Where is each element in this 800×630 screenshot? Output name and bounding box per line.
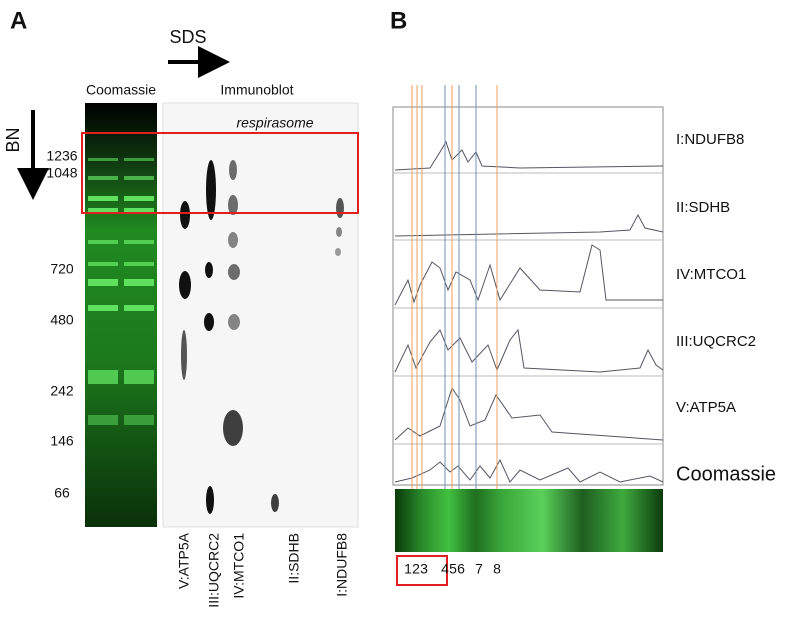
lane-label: I:NDUFB8 — [334, 533, 350, 597]
lane-label: III:UQCRC2 — [206, 533, 222, 608]
marker-label: 66 — [54, 485, 70, 501]
lane-label: V:ATP5A — [176, 532, 192, 589]
blot-spots — [179, 160, 344, 514]
band-number: 3 — [420, 561, 428, 577]
trace-label: Coomassie — [676, 463, 776, 485]
marker-label: 1048 — [46, 165, 77, 181]
traces — [394, 140, 664, 483]
panel-label: B — [390, 7, 407, 34]
marker-label: 480 — [50, 312, 74, 328]
marker-label: 242 — [50, 383, 74, 399]
gel-bands — [88, 158, 154, 425]
bn-label: BN — [3, 127, 23, 152]
trace-label: I:NDUFB8 — [676, 131, 744, 148]
gel-strip — [395, 489, 663, 552]
band-number: 5 — [449, 561, 457, 577]
trace-dividers — [393, 172, 663, 445]
trace-label: IV:MTCO1 — [676, 266, 746, 283]
highlight-box — [396, 555, 448, 586]
lane-label: IV:MTCO1 — [231, 533, 247, 599]
highlight-box — [81, 132, 359, 214]
coomassie-gel — [85, 103, 157, 527]
trace-box — [392, 106, 664, 486]
band-lines — [411, 85, 498, 548]
immunoblot — [162, 102, 359, 528]
marker-label: 720 — [50, 261, 74, 277]
band-number: 4 — [441, 561, 449, 577]
panel-label: A — [10, 7, 27, 34]
band-number: 1 — [404, 561, 412, 577]
band-number: 6 — [457, 561, 465, 577]
lane-title: Coomassie — [86, 82, 156, 98]
lane-label: II:SDHB — [286, 533, 302, 584]
trace-label: III:UQCRC2 — [676, 333, 756, 350]
band-number: 7 — [475, 561, 483, 577]
band-number: 2 — [412, 561, 420, 577]
marker-label: 146 — [50, 433, 74, 449]
band-number: 8 — [493, 561, 501, 577]
trace-label: V:ATP5A — [676, 399, 736, 416]
respirasome-label: respirasome — [236, 115, 313, 131]
marker-label: 1236 — [46, 148, 77, 164]
sds-label: SDS — [169, 27, 206, 47]
lane-title: Immunoblot — [220, 82, 293, 98]
trace-label: II:SDHB — [676, 199, 730, 216]
